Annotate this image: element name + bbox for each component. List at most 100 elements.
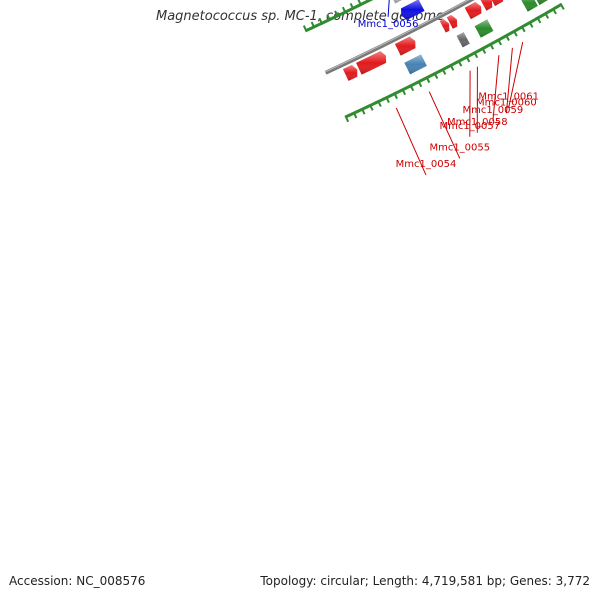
tick-mark (368, 0, 372, 2)
tick-mark (409, 83, 415, 92)
tick-mark (488, 42, 495, 50)
tick-mark (354, 5, 358, 9)
topology-text: Topology: circular; Length: 4,719,581 bp… (260, 574, 590, 588)
tick-mark (350, 112, 354, 116)
tick-mark (520, 25, 526, 33)
tick-mark (329, 17, 333, 21)
tick-mark (556, 4, 560, 9)
tick-mark (388, 94, 392, 98)
tick-mark (363, 105, 368, 110)
tick-mark (504, 33, 510, 41)
tick-mark (357, 108, 361, 113)
tick-mark (402, 87, 406, 91)
tick-mark (352, 5, 357, 10)
gene-features (342, 0, 549, 81)
tick-mark (550, 8, 554, 12)
tick-mark (389, 93, 393, 98)
tick-mark (515, 27, 519, 32)
tick-mark (360, 1, 364, 6)
tick-mark (365, 105, 369, 109)
tick-mark (553, 6, 557, 11)
tick-mark (352, 111, 358, 119)
tick-mark (423, 76, 427, 81)
tick-mark (511, 30, 515, 35)
callout-line (387, 0, 390, 17)
tick-mark (525, 22, 529, 27)
tick-mark (506, 33, 510, 37)
tick-mark (385, 95, 390, 104)
tick-mark (526, 21, 530, 26)
gene-shading (342, 64, 358, 81)
tick-mark (405, 85, 410, 90)
tick-mark (559, 2, 565, 10)
tick-mark (407, 84, 411, 89)
tick-mark (468, 53, 472, 58)
tick-mark (487, 43, 491, 47)
callout-line (428, 91, 461, 159)
tick-mark (476, 49, 480, 53)
tick-mark (438, 69, 442, 73)
tick-mark (439, 68, 443, 73)
tick-mark (378, 98, 382, 103)
tick-mark (446, 65, 450, 69)
tick-mark (426, 75, 431, 79)
tick-mark (372, 102, 376, 106)
tick-mark (348, 8, 352, 12)
tick-mark (399, 88, 403, 93)
callout-label: Mmc1_0056 (358, 19, 419, 30)
tick-mark (310, 21, 316, 29)
tick-mark (482, 45, 486, 50)
tick-mark (318, 17, 324, 26)
tick-mark (367, 104, 371, 108)
tick-mark (367, 0, 371, 3)
tick-mark (386, 95, 390, 99)
tick-mark (310, 25, 314, 30)
tick-mark (545, 10, 549, 15)
tick-mark (469, 52, 474, 57)
tick-mark (381, 97, 385, 101)
tick-mark (337, 13, 341, 17)
tick-mark (317, 22, 321, 27)
tick-mark (346, 114, 350, 118)
tick-mark (313, 24, 318, 28)
tick-mark (490, 41, 494, 46)
tick-mark (357, 0, 363, 7)
tick-mark (557, 3, 562, 8)
tick-mark (452, 61, 456, 66)
tick-mark (498, 37, 502, 41)
gene-shading (356, 51, 387, 75)
tick-mark (391, 92, 395, 97)
tick-mark (433, 71, 439, 79)
tick-mark (534, 17, 538, 21)
tick-mark (546, 10, 551, 14)
tick-mark (463, 56, 467, 60)
gene-feature (393, 0, 403, 4)
tick-mark (326, 18, 330, 23)
tick-mark (344, 115, 350, 123)
tick-mark (473, 51, 479, 59)
tick-mark (536, 16, 542, 24)
callout-line (492, 55, 500, 121)
gene-shading (480, 0, 493, 11)
tick-mark (471, 51, 475, 56)
tick-ring-outer (344, 2, 565, 123)
tick-mark (360, 107, 366, 115)
tick-mark (414, 81, 418, 86)
tick-mark (397, 89, 402, 94)
tick-mark (349, 2, 355, 11)
tick-mark (542, 12, 546, 17)
tick-mark (324, 19, 329, 23)
tick-mark (394, 91, 398, 95)
tick-mark (485, 44, 489, 48)
tick-mark (462, 56, 466, 61)
tick-mark (428, 74, 432, 78)
tick-mark (450, 62, 455, 67)
tick-mark (306, 28, 310, 32)
tick-mark (484, 45, 488, 49)
tick-mark (492, 40, 496, 45)
callout-label: Mmc1_0061 (478, 92, 539, 103)
genome-backbone (324, 0, 475, 75)
tick-ring-inner (302, 0, 374, 33)
gene-callouts: Mmc1_0054Mmc1_0055Mmc1_0057Mmc1_0058Mmc1… (358, 0, 539, 176)
